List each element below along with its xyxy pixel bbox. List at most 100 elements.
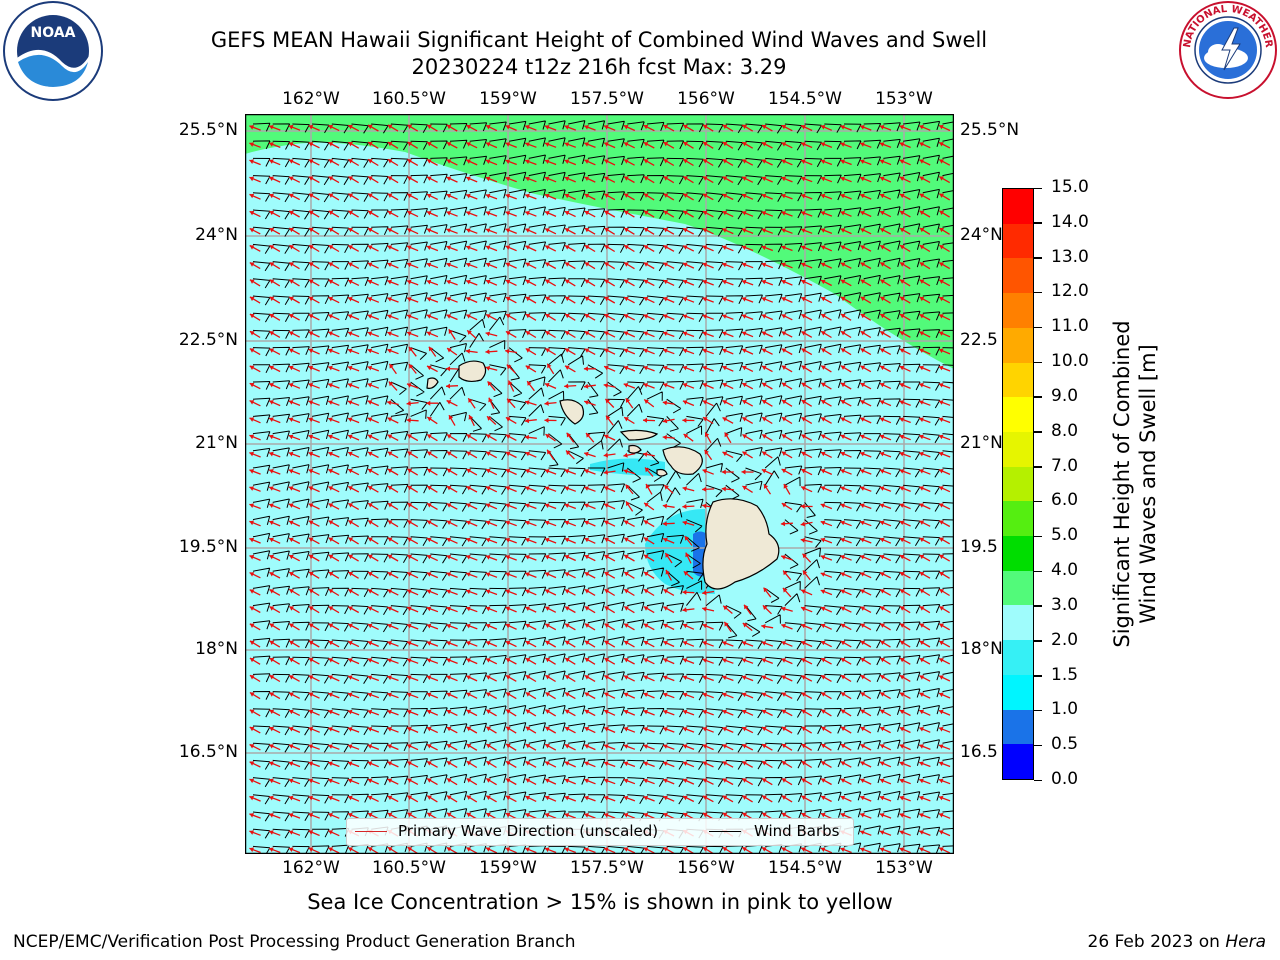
lat-label-right: 18°N [960, 639, 1003, 659]
colorbar-tick-label: 0.0 [1051, 769, 1079, 789]
chart-title: GEFS MEAN Hawaii Significant Height of C… [210, 28, 988, 52]
lat-label-left: 25.5°N [178, 120, 238, 140]
island-maui [662, 446, 703, 475]
colorbar-segment [1003, 431, 1033, 467]
island-lanai [628, 444, 642, 454]
lon-label-top: 157.5°W [570, 89, 644, 109]
colorbar-tick-mark [1034, 466, 1042, 468]
lat-label-left: 24°N [195, 225, 238, 245]
map-legend: Primary Wave Direction (unscaled) Wind B… [346, 818, 854, 846]
colorbar-segment [1003, 223, 1033, 259]
colorbar-segment [1003, 536, 1033, 571]
colorbar-tick-mark [1034, 257, 1042, 259]
lon-label-top: 162°W [282, 89, 340, 109]
lon-label-bottom: 156°W [677, 858, 735, 878]
colorbar-tick-mark [1034, 291, 1042, 294]
colorbar-segment [1003, 466, 1033, 502]
colorbar-tick-label: 12.0 [1051, 281, 1089, 302]
map-panel [245, 114, 954, 854]
chart-subtitle: 20230224 t12z 216h fcst Max: 3.29 [411, 55, 787, 79]
colorbar-tick-mark [1034, 500, 1042, 503]
colorbar-tick-mark [1034, 361, 1042, 364]
colorbar-segment [1003, 327, 1033, 363]
lat-label-right: 16.5 [960, 742, 998, 762]
lon-label-top: 160.5°W [372, 89, 446, 109]
colorbar [1002, 188, 1034, 780]
lon-label-bottom: 157.5°W [570, 858, 644, 878]
wave-legend-swatch [355, 831, 387, 832]
colorbar-segment [1003, 397, 1033, 432]
lon-label-top: 154.5°W [768, 89, 842, 109]
lat-label-right: 24°N [960, 225, 1003, 245]
colorbar-segment [1003, 674, 1033, 710]
colorbar-segment [1003, 362, 1033, 398]
colorbar-tick-label: 4.0 [1051, 560, 1079, 581]
wave-legend-label: Primary Wave Direction (unscaled) [398, 822, 659, 840]
lon-label-bottom: 159°W [479, 858, 537, 878]
colorbar-segment [1003, 293, 1033, 328]
noaa-logo-text: NOAA [31, 25, 76, 41]
colorbar-tick-mark [1034, 640, 1042, 642]
colorbar-tick-label: 14.0 [1051, 211, 1089, 232]
colorbar-tick-mark [1034, 222, 1042, 224]
lat-label-right: 25.5°N [960, 120, 1020, 140]
wave-direction-arrows [249, 124, 951, 854]
colorbar-tick-label: 1.5 [1051, 664, 1079, 685]
credit-text: NCEP/EMC/Verification Post Processing Pr… [13, 932, 576, 952]
colorbar-tick-mark [1034, 605, 1042, 607]
colorbar-segment [1003, 501, 1033, 537]
lat-label-right: 22.5 [960, 330, 998, 350]
colorbar-tick-mark [1034, 431, 1042, 433]
colorbar-tick-label: 1.0 [1051, 699, 1079, 720]
island-kauai [458, 360, 487, 383]
colorbar-tick-mark [1034, 709, 1042, 712]
wind-barbs [252, 120, 954, 854]
colorbar-tick-mark [1034, 744, 1042, 747]
colorbar-tick-label: 8.0 [1051, 420, 1079, 441]
wind-barb-set [252, 120, 954, 854]
colorbar-tick-label: 3.0 [1051, 594, 1079, 615]
colorbar-tick-label: 10.0 [1051, 351, 1089, 372]
colorbar-tick-label: 0.5 [1051, 734, 1079, 755]
colorbar-segment [1003, 744, 1033, 779]
colorbar-segment [1003, 709, 1033, 745]
lon-label-top: 159°W [479, 89, 537, 109]
colorbar-tick-label: 5.0 [1051, 525, 1079, 546]
island-oahu [559, 399, 585, 425]
wave-arrow-shafts [249, 124, 951, 854]
lat-label-right: 19.5 [960, 537, 998, 557]
colorbar-tick-label: 11.0 [1051, 316, 1089, 337]
island-molokai [619, 429, 659, 441]
lon-label-bottom: 153°W [875, 858, 933, 878]
colorbar-tick-mark [1034, 779, 1042, 781]
island-niihau [426, 377, 439, 389]
lat-label-right: 21°N [960, 433, 1003, 453]
colorbar-tick-mark [1034, 570, 1042, 573]
colorbar-segment [1003, 570, 1033, 606]
colorbar-tick-mark [1034, 187, 1042, 189]
colorbar-tick-label: 6.0 [1051, 490, 1079, 511]
lat-label-left: 19.5°N [178, 537, 238, 557]
lon-label-bottom: 154.5°W [768, 858, 842, 878]
lat-label-left: 16.5°N [178, 742, 238, 762]
barb-legend-swatch [709, 831, 741, 832]
lat-label-left: 22.5°N [178, 330, 238, 350]
colorbar-tick-mark [1034, 326, 1042, 329]
lon-label-bottom: 162°W [282, 858, 340, 878]
generation-date: 26 Feb 2023 on Hera [1087, 932, 1266, 952]
noaa-logo: NOAA [2, 0, 104, 102]
lon-label-top: 153°W [875, 89, 933, 109]
barb-legend-label: Wind Barbs [754, 822, 840, 840]
colorbar-tick-mark [1034, 675, 1042, 677]
colorbar-tick-label: 15.0 [1051, 177, 1089, 197]
lat-label-left: 18°N [195, 639, 238, 659]
nws-logo: NATIONAL WEATHER SERVICE [1174, 0, 1278, 100]
colorbar-tick-label: 9.0 [1051, 385, 1079, 406]
lat-label-left: 21°N [195, 433, 238, 453]
lon-label-top: 156°W [677, 89, 735, 109]
colorbar-segment [1003, 640, 1033, 675]
colorbar-tick-label: 2.0 [1051, 629, 1079, 650]
island-hawaii [702, 498, 780, 590]
colorbar-tick-label: 13.0 [1051, 246, 1089, 267]
colorbar-segment [1003, 189, 1033, 224]
